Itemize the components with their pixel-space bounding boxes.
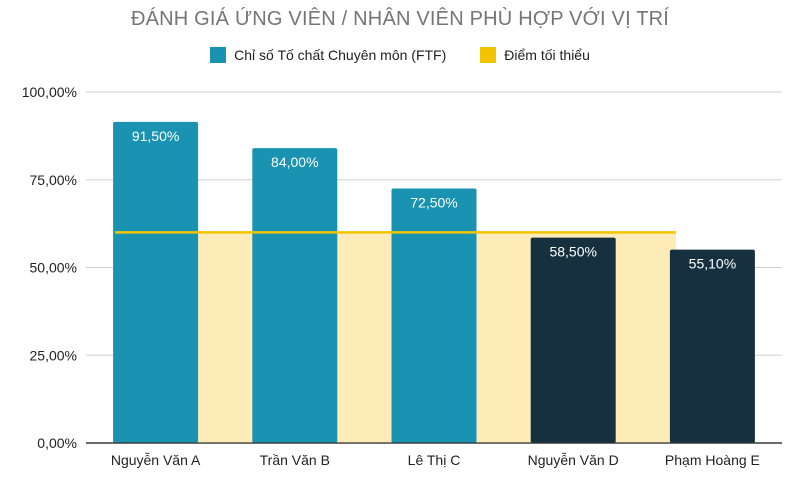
x-tick-label: Lê Thị C — [408, 452, 461, 468]
bar-value-label: 72,50% — [410, 195, 457, 211]
bar — [669, 249, 755, 443]
bar-value-label: 91,50% — [132, 128, 179, 144]
legend: Chỉ số Tố chất Chuyên môn (FTF) Điểm tối… — [0, 47, 800, 63]
x-tick-label: Phạm Hoàng E — [665, 452, 760, 468]
bar-value-label: 84,00% — [271, 154, 318, 170]
x-tick-label: Trần Văn B — [260, 452, 330, 468]
bar-value-label: 58,50% — [549, 244, 596, 260]
legend-item-ftf[interactable]: Chỉ số Tố chất Chuyên môn (FTF) — [210, 47, 446, 63]
chart-title: ĐÁNH GIÁ ỨNG VIÊN / NHÂN VIÊN PHÙ HỢP VỚ… — [130, 8, 670, 30]
x-tick-label: Nguyễn Văn D — [528, 452, 619, 468]
x-tick-label: Nguyễn Văn A — [111, 452, 201, 468]
legend-label-min: Điểm tối thiểu — [504, 47, 590, 63]
bar — [530, 237, 616, 443]
y-tick-label: 75,00% — [30, 172, 77, 188]
legend-swatch-min — [480, 47, 497, 63]
y-tick-label: 100,00% — [22, 84, 77, 100]
y-tick-label: 0,00% — [37, 435, 77, 451]
legend-label-ftf: Chỉ số Tố chất Chuyên môn (FTF) — [234, 47, 447, 63]
legend-item-min[interactable]: Điểm tối thiểu — [480, 47, 590, 63]
bar — [252, 148, 338, 443]
bar — [113, 121, 199, 444]
legend-swatch-ftf — [210, 47, 227, 63]
bar-value-label: 55,10% — [689, 256, 736, 272]
y-tick-label: 50,00% — [30, 260, 77, 276]
bar — [391, 188, 477, 443]
y-tick-label: 25,00% — [30, 347, 77, 363]
